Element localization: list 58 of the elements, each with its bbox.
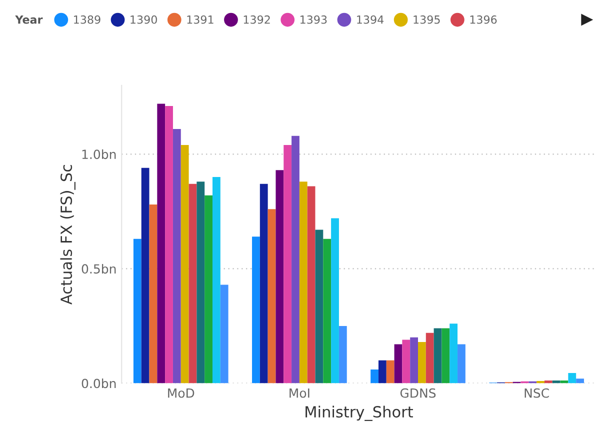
bar — [133, 238, 142, 384]
y-axis-title: Actuals FX (FS)_Sc — [60, 164, 76, 305]
legend-label: 1389 — [74, 15, 100, 24]
bar — [204, 195, 212, 384]
x-tick-label: MoI — [290, 388, 310, 398]
bar — [450, 324, 458, 384]
bar — [386, 360, 394, 384]
legend-label: 1396 — [470, 15, 497, 24]
bar — [284, 144, 292, 384]
bar — [196, 182, 205, 384]
bar — [299, 182, 308, 384]
bar — [370, 370, 378, 384]
legend-label: 1391 — [187, 15, 214, 24]
bar — [180, 144, 189, 384]
y-tick-label: 0.0bn — [82, 378, 116, 388]
legend-label: 1390 — [130, 15, 157, 24]
legend-label: 1392 — [244, 15, 270, 24]
bar — [307, 186, 316, 384]
bar — [552, 380, 560, 384]
legend-label: 1393 — [300, 15, 327, 24]
bar — [394, 344, 402, 384]
bar — [418, 342, 426, 384]
bar — [149, 204, 158, 384]
bar — [434, 328, 442, 384]
bar — [378, 360, 386, 384]
bar — [402, 340, 410, 384]
bar — [141, 168, 150, 384]
y-tick-label: 1.0bn — [82, 149, 116, 160]
bar — [268, 209, 276, 384]
x-tick-label: MoD — [168, 388, 194, 398]
x-axis-title: Ministry_Short — [306, 406, 413, 421]
bar — [331, 218, 339, 384]
bar — [410, 337, 418, 384]
bar — [544, 380, 552, 384]
x-tick-label: GDNS — [400, 388, 436, 398]
bar — [172, 128, 181, 384]
bar — [458, 344, 466, 384]
bar — [576, 378, 584, 384]
bar — [157, 104, 166, 384]
legend-title: Year — [15, 16, 43, 24]
bar — [338, 326, 347, 384]
bar — [188, 184, 197, 384]
bar — [260, 184, 268, 384]
legend-label: 1394 — [357, 15, 384, 24]
legend-label: 1395 — [414, 15, 440, 24]
bar — [568, 372, 576, 384]
bar — [442, 328, 450, 384]
bar — [426, 332, 434, 384]
bar — [315, 230, 324, 384]
bar — [323, 238, 332, 384]
bar — [220, 284, 228, 384]
bar — [212, 177, 220, 384]
bar — [252, 236, 260, 384]
bar — [292, 136, 300, 384]
bar — [165, 106, 173, 384]
bar — [276, 170, 284, 384]
y-tick-label: 0.5bn — [82, 264, 116, 274]
x-tick-label: NSC — [524, 388, 549, 398]
